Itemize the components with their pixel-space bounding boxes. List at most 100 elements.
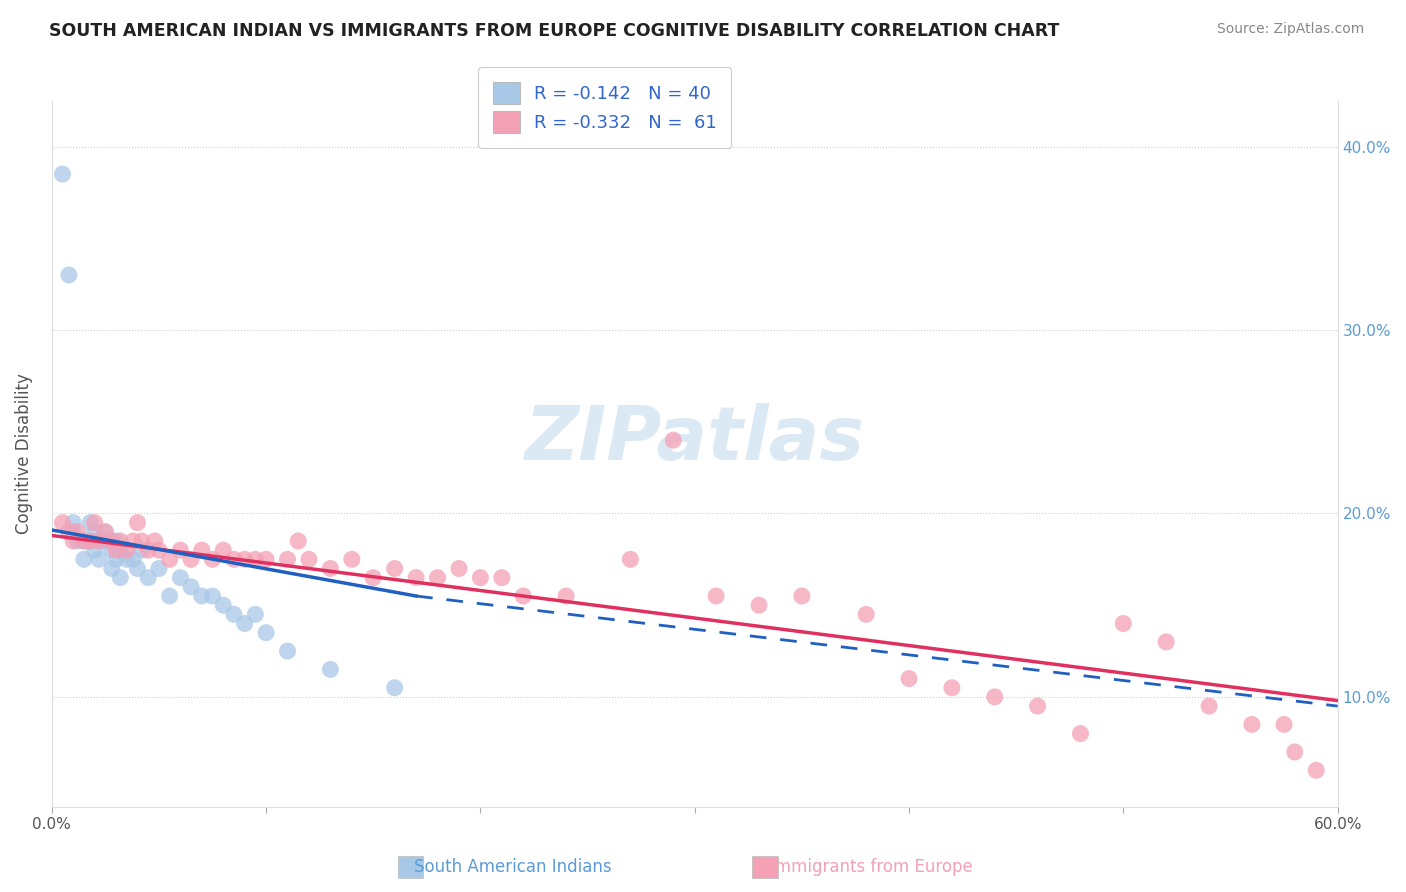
Point [100,533,122,548]
Point [1198,699,1220,714]
Point [1112,616,1135,631]
Point [51,516,73,530]
Point [704,589,727,603]
Point [100,543,122,558]
Point [245,607,267,622]
Text: Immigrants from Europe: Immigrants from Europe [770,858,973,876]
Point [105,552,128,566]
Point [855,607,877,622]
Point [94,524,117,539]
Point [94,533,117,548]
Point [222,552,245,566]
Point [159,589,181,603]
Point [94,524,117,539]
Point [340,552,363,566]
Point [233,552,256,566]
Point [384,561,406,575]
Point [222,607,245,622]
Point [254,625,277,640]
Point [405,571,427,585]
Point [319,561,342,575]
Point [73,533,96,548]
Text: South American Indians: South American Indians [415,858,612,876]
Point [319,662,342,676]
Point [1026,699,1049,714]
Point [136,571,159,585]
Point [148,561,170,575]
Point [105,543,128,558]
Point [180,552,202,566]
Point [87,533,110,548]
Point [191,589,214,603]
Point [491,571,513,585]
Point [79,533,101,548]
Point [51,167,73,181]
Point [62,524,84,539]
Point [110,533,132,548]
Point [87,552,110,566]
Point [276,644,298,658]
Point [245,552,267,566]
Point [66,533,89,548]
Point [201,589,224,603]
Point [73,552,96,566]
Point [384,681,406,695]
Point [136,543,159,558]
Point [83,516,105,530]
Point [1069,726,1091,740]
Point [131,533,153,548]
Point [110,543,132,558]
Text: ZIPatlas: ZIPatlas [524,403,865,476]
Point [619,552,641,566]
Point [191,543,214,558]
Point [1240,717,1263,731]
Point [201,552,224,566]
Point [983,690,1005,704]
Point [447,561,470,575]
Point [100,561,122,575]
Point [748,598,770,612]
Point [662,433,685,447]
Point [66,524,89,539]
Point [1154,635,1177,649]
Point [79,533,101,548]
Point [79,516,101,530]
Point [73,533,96,548]
Point [790,589,813,603]
Point [1305,764,1327,778]
Point [898,672,921,686]
Point [122,533,145,548]
Point [159,552,181,566]
Point [212,598,235,612]
Point [87,533,110,548]
Legend: R = -0.142   N = 40, R = -0.332   N =  61: R = -0.142 N = 40, R = -0.332 N = 61 [478,68,731,147]
Point [105,533,128,548]
Point [58,524,80,539]
Point [361,571,384,585]
Point [1272,717,1295,731]
Point [122,552,145,566]
Point [127,516,149,530]
Point [426,571,449,585]
Point [83,543,105,558]
Point [115,543,138,558]
Point [180,580,202,594]
Point [143,533,166,548]
Point [131,543,153,558]
Point [287,533,309,548]
Point [169,571,191,585]
Point [62,533,84,548]
Point [941,681,963,695]
Point [62,516,84,530]
Text: SOUTH AMERICAN INDIAN VS IMMIGRANTS FROM EUROPE COGNITIVE DISABILITY CORRELATION: SOUTH AMERICAN INDIAN VS IMMIGRANTS FROM… [49,22,1060,40]
Point [148,543,170,558]
Point [254,552,277,566]
Point [58,268,80,282]
Y-axis label: Cognitive Disability: Cognitive Disability [15,374,32,534]
Point [169,543,191,558]
Point [233,616,256,631]
Point [1284,745,1306,759]
Point [212,543,235,558]
Point [127,561,149,575]
Point [512,589,534,603]
